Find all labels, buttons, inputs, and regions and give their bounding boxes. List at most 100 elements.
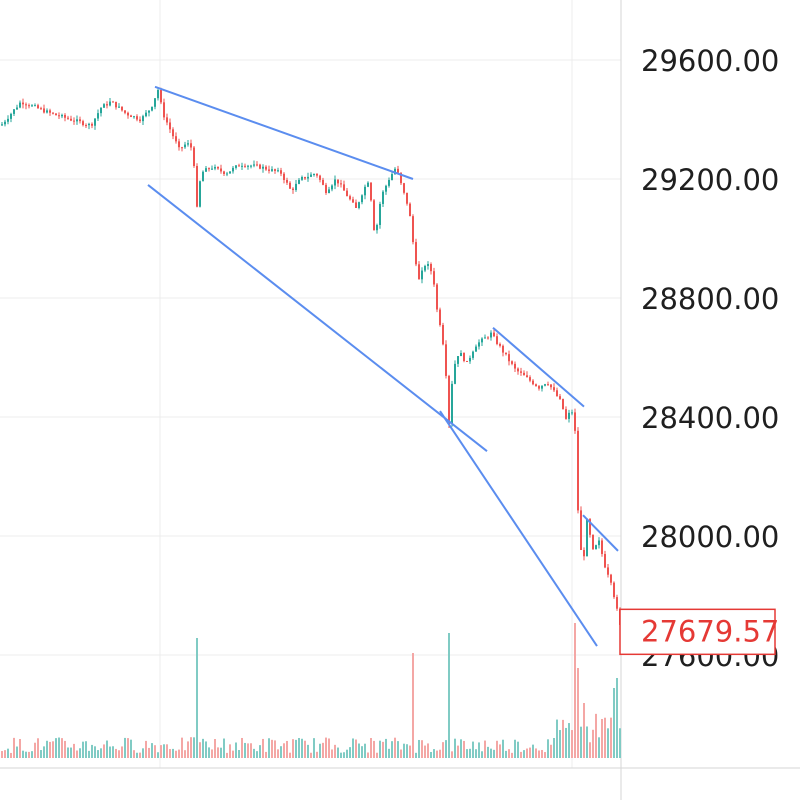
volume-bar [220, 747, 222, 758]
volume-bar [583, 703, 585, 758]
trendline[interactable] [492, 326, 585, 408]
candle-body [604, 553, 606, 568]
volume-bar [607, 728, 609, 758]
volume-bar [460, 739, 462, 758]
candle-body [424, 265, 426, 271]
volume-bar [367, 752, 369, 758]
candle-body [13, 109, 15, 114]
candle-body [523, 372, 525, 376]
volume-bar [466, 749, 468, 758]
volume-bar [142, 748, 144, 758]
candle-body [583, 550, 585, 557]
volume-bar [70, 747, 72, 758]
volume-bar [157, 752, 159, 758]
candle-body [511, 361, 513, 364]
volume-bar [601, 718, 603, 758]
volume-bar [217, 747, 219, 758]
volume-bar [88, 750, 90, 758]
candle-body [130, 115, 132, 118]
candle-body [439, 309, 441, 325]
vertical-gridlines [159, 0, 573, 768]
volume-bar [511, 752, 513, 758]
volume-bar [124, 737, 126, 758]
candle-body [313, 173, 315, 175]
volume-bar [382, 741, 384, 758]
candle-body [55, 113, 57, 116]
volume-bar [301, 738, 303, 758]
candle-body [331, 185, 333, 190]
candle-body [268, 169, 270, 171]
volume-bar [415, 752, 417, 758]
trendline[interactable] [439, 410, 598, 647]
candle-body [145, 112, 147, 117]
volume-bar [28, 751, 30, 758]
candle-body [538, 386, 540, 389]
volume-bar [385, 738, 387, 758]
candle-body [124, 110, 126, 113]
trendline-drawings[interactable] [147, 85, 619, 647]
candle-body [133, 116, 135, 118]
candle-body [109, 101, 111, 106]
volume-bar [94, 746, 96, 758]
volume-bar [595, 713, 597, 758]
volume-bar [484, 740, 486, 758]
volume-bar [490, 748, 492, 758]
candle-body [43, 108, 45, 113]
volume-bar [127, 738, 129, 758]
candle-body [481, 338, 483, 343]
volume-bar [223, 738, 225, 758]
candle-body [436, 284, 438, 310]
candle-body [22, 102, 24, 105]
candle-body [613, 582, 615, 598]
candle-body [160, 90, 162, 103]
volume-bar [481, 751, 483, 758]
volume-bar [253, 748, 255, 758]
volume-bar [154, 745, 156, 758]
trendline[interactable] [154, 85, 414, 180]
candle-body [322, 179, 324, 185]
volume-bar [550, 744, 552, 758]
volume-bar [559, 730, 561, 758]
candle-body [490, 332, 492, 338]
candle-body [442, 324, 444, 345]
candle-body [67, 117, 69, 119]
volume-bars [1, 623, 621, 758]
volume-bar [475, 749, 477, 758]
volume-bar [61, 738, 63, 758]
volume-bar [349, 747, 351, 758]
candle-body [193, 147, 195, 166]
volume-bar [445, 740, 447, 758]
candle-body [454, 363, 456, 384]
volume-bar [292, 739, 294, 758]
trendline[interactable] [147, 184, 488, 452]
candle-body [289, 182, 291, 189]
candle-body [79, 119, 81, 122]
volume-bar [571, 730, 573, 758]
trendline[interactable] [582, 514, 619, 552]
candle-body [205, 168, 207, 172]
candle-body [445, 344, 447, 376]
candle-body [235, 165, 237, 168]
volume-bar [67, 747, 69, 758]
candle-body [217, 166, 219, 169]
volume-bar [103, 744, 105, 758]
volume-bar [130, 739, 132, 758]
volume-bar [232, 750, 234, 758]
candle-body [295, 183, 297, 191]
volume-bar [271, 739, 273, 758]
candle-body [457, 356, 459, 364]
volume-bar [112, 746, 114, 758]
volume-bar [43, 746, 45, 758]
candle-body [181, 147, 183, 149]
volume-bar [442, 742, 444, 758]
volume-bar [412, 653, 414, 758]
candle-body [40, 108, 42, 110]
candle-body [214, 166, 216, 169]
volume-bar [538, 750, 540, 758]
candle-body [166, 117, 168, 123]
volume-bar [46, 740, 48, 758]
candle-body [286, 179, 288, 183]
volume-bar [346, 749, 348, 758]
candle-body [88, 123, 90, 126]
